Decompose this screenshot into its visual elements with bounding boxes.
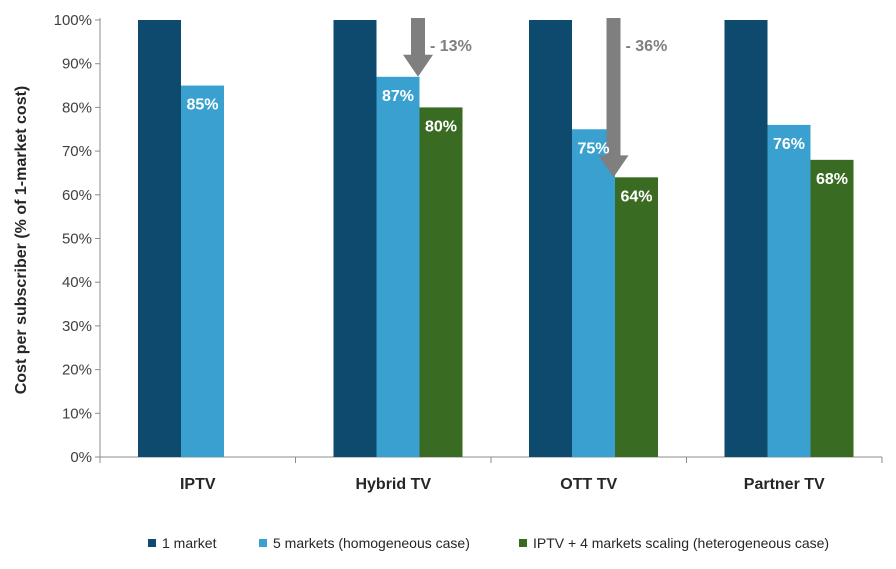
bar <box>333 20 377 457</box>
bar <box>376 76 420 457</box>
category-label: IPTV <box>180 476 216 493</box>
y-axis-title: Cost per subscriber (% of 1-market cost) <box>13 86 30 395</box>
y-tick-label: 70% <box>62 143 92 160</box>
annotation-arrows: - 13% - 36% <box>403 18 668 178</box>
y-tick-label: 100% <box>54 12 92 29</box>
bar <box>529 20 572 457</box>
reduction-arrow <box>403 18 433 77</box>
category-label: OTT TV <box>560 476 617 493</box>
data-label: 87% <box>382 88 414 105</box>
data-label: 75% <box>577 140 609 157</box>
bar <box>615 177 658 457</box>
y-tick-label: 20% <box>62 362 92 379</box>
legend: 1 market 5 markets (homogeneous case) IPTV… <box>148 535 829 551</box>
legend-swatch <box>519 539 527 547</box>
data-label: 64% <box>620 188 652 205</box>
y-tick-label: 40% <box>62 274 92 291</box>
y-tick-label: 90% <box>62 56 92 73</box>
category-label: Partner TV <box>744 476 825 493</box>
bars <box>138 20 854 458</box>
reduction-annotation: - 13% <box>430 38 472 55</box>
bar <box>138 20 181 457</box>
bar <box>572 129 615 457</box>
reduction-annotation: - 36% <box>626 38 668 55</box>
legend-label: IPTV + 4 markets scaling (heterogeneous … <box>533 535 829 551</box>
category-labels: IPTV Hybrid TV OTT TV Partner TV <box>180 476 825 493</box>
legend-swatch <box>148 539 156 547</box>
bar <box>181 85 224 458</box>
y-tick-label: 80% <box>62 99 92 116</box>
y-tick-label: 0% <box>70 449 92 466</box>
y-axis-label: Cost per subscriber (% of 1-market cost) <box>13 86 30 395</box>
reduction-arrow <box>598 18 629 178</box>
y-tick-label: 60% <box>62 187 92 204</box>
y-tick-label: 10% <box>62 405 92 422</box>
data-label: 76% <box>773 136 805 153</box>
data-label: 68% <box>816 171 848 188</box>
data-label: 80% <box>425 118 457 135</box>
y-tick-label: 30% <box>62 318 92 335</box>
bar <box>767 124 811 457</box>
legend-label: 1 market <box>162 535 217 551</box>
category-label: Hybrid TV <box>355 476 431 493</box>
y-tick-label: 50% <box>62 231 92 248</box>
bar <box>724 20 768 457</box>
legend-swatch <box>259 539 267 547</box>
bar <box>810 159 854 457</box>
bar <box>419 107 463 458</box>
y-tick-labels: 0% 10% 20% 30% 40% 50% 60% 70% 80% 90% 100% <box>54 12 92 466</box>
data-label: 85% <box>186 97 218 114</box>
legend-label: 5 markets (homogeneous case) <box>273 535 470 551</box>
data-labels: 85% 87% 75% 76% 80% 64% 68% <box>186 88 848 206</box>
